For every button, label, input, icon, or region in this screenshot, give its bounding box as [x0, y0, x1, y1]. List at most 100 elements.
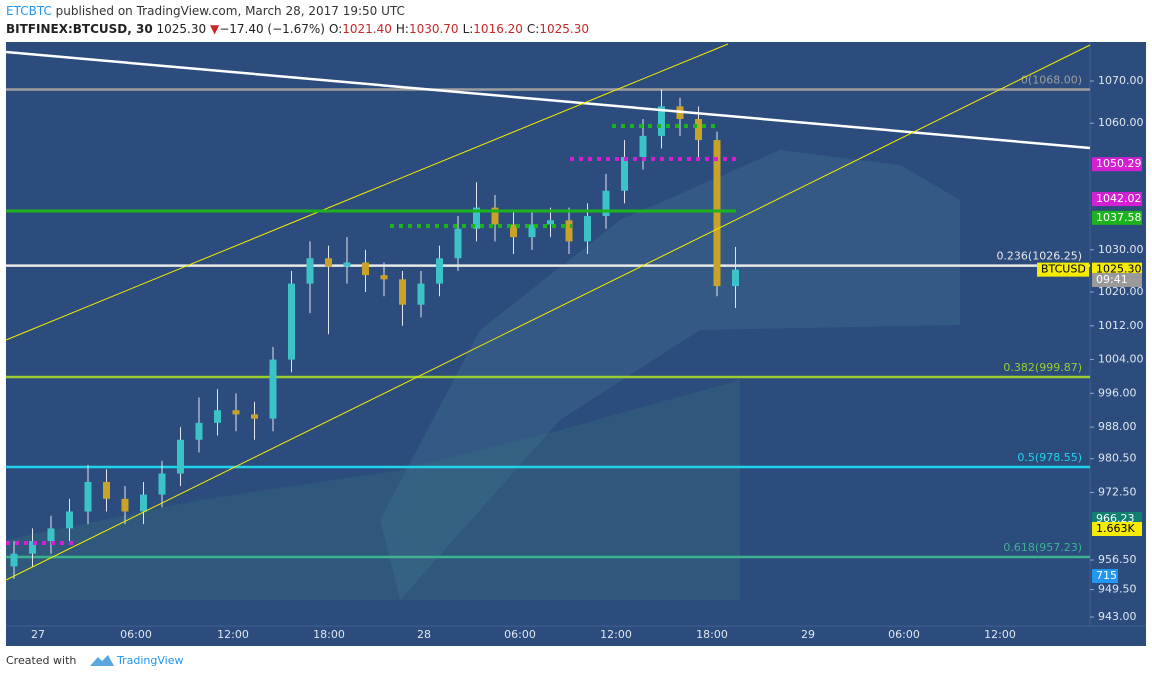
y-tick-label: 943.00 — [1098, 610, 1137, 623]
price-tag-label: 966.23 — [1096, 512, 1135, 525]
x-tick-label: 18:00 — [696, 628, 728, 641]
candle-body — [399, 279, 406, 305]
candle-body — [251, 414, 258, 419]
candle-body — [66, 511, 73, 529]
tag — [1092, 522, 1142, 536]
change: −17.40 (−1.67%) — [219, 22, 325, 36]
tag-label: 09:41 — [1096, 273, 1128, 286]
candle-body — [602, 190, 610, 217]
candle-body — [195, 422, 203, 440]
x-tick-label: 06:00 — [120, 628, 152, 641]
cloud — [380, 150, 960, 600]
ohlc-value: 1025.30 — [539, 22, 589, 36]
trend-line — [5, 50, 1091, 150]
candle-body — [380, 275, 388, 280]
candle-body — [732, 269, 739, 287]
candle-body — [177, 439, 184, 474]
fib-label: 0(1068.00) — [1021, 73, 1082, 86]
x-tick-label: 29 — [801, 628, 815, 641]
y-tick-label: 1070.00 — [1098, 74, 1144, 87]
y-tick-label: 1020.00 — [1098, 285, 1144, 298]
price-tag-label: 1042.02 — [1096, 192, 1142, 205]
ohlc-key: C: — [527, 22, 539, 36]
candle-body — [47, 528, 55, 542]
candle-body — [103, 481, 110, 499]
tag — [1092, 273, 1142, 287]
y-tick-label: 972.50 — [1098, 485, 1137, 498]
candle-body — [140, 494, 147, 512]
candle-body — [713, 140, 721, 287]
candle-body — [454, 228, 462, 259]
candle-body — [565, 220, 573, 242]
footer-brand[interactable]: TradingView — [116, 654, 183, 667]
tag-label: 715 — [1096, 569, 1117, 582]
arrow: ▼ — [210, 22, 220, 36]
ohlc-key: O: — [329, 22, 342, 36]
ohlc-key: H: — [396, 22, 409, 36]
candle-body — [695, 118, 702, 141]
x-tick-label: 06:00 — [504, 628, 536, 641]
candle-body — [232, 410, 240, 415]
candle-body — [436, 258, 443, 284]
y-tick-label: 1004.00 — [1098, 353, 1144, 366]
candle-body — [306, 258, 314, 284]
ohlc-value: 1016.20 — [473, 22, 523, 36]
candle-body — [269, 359, 277, 419]
candle-body — [639, 135, 647, 157]
x-tick-label: 12:00 — [984, 628, 1016, 641]
candle-body — [121, 498, 129, 512]
plot-area — [6, 42, 1146, 646]
candle-body — [325, 258, 332, 267]
ohlc-value: 1021.40 — [342, 22, 392, 36]
channel-line — [5, 43, 729, 341]
candle-body — [621, 156, 628, 191]
plot: 1070.00 1060.00 1030.00 1020.00 1012.00 1004.… — [6, 73, 1144, 641]
ohlc: O:1021.40 H:1030.70 L:1016.20 C:1025.30 — [329, 22, 589, 36]
candle-body — [528, 224, 536, 238]
channel-line — [5, 44, 1091, 581]
price-tag-label: 1050.29 — [1096, 157, 1142, 170]
candle-body — [288, 283, 295, 360]
symbol-tag-label: BTCUSD — [1041, 263, 1086, 276]
y-tick-label: 996.00 — [1098, 386, 1137, 399]
candle-body — [158, 473, 166, 495]
header-line: ETCBTC published on TradingView.com, Mar… — [6, 4, 405, 18]
fib-label: 0.618(957.23) — [1003, 541, 1082, 554]
candle-body — [214, 410, 221, 423]
x-tick-label: 27 — [31, 628, 45, 641]
last: 1025.30 — [157, 22, 207, 36]
price-tag — [1092, 157, 1142, 172]
footer-text: Created with — [6, 654, 76, 667]
symbol: BITFINEX:BTCUSD, 30 — [6, 22, 153, 36]
symbol-line: BITFINEX:BTCUSD, 30 1025.30 ▼−17.40 (−1.… — [6, 22, 589, 36]
candle-body — [362, 262, 369, 276]
published: published on TradingView.com, March 28, … — [56, 4, 405, 18]
tag-label: 1.663K — [1096, 522, 1135, 535]
fib-label: 0.382(999.87) — [1003, 361, 1082, 374]
fib-label: 0.5(978.55) — [1017, 451, 1082, 464]
y-tick-label: 980.50 — [1098, 452, 1137, 465]
price-tag — [1092, 210, 1142, 225]
price-tag-label: 1037.58 — [1096, 211, 1142, 224]
candle-body — [84, 481, 92, 512]
candle-body — [10, 553, 18, 567]
ohlc-key: L: — [463, 22, 474, 36]
ohlc-value: 1030.70 — [409, 22, 459, 36]
y-tick-label: 949.50 — [1098, 583, 1137, 596]
author[interactable]: ETCBTC — [6, 4, 52, 18]
y-tick-label: 988.00 — [1098, 420, 1137, 433]
symbol-tag — [1037, 262, 1089, 277]
candle-body — [584, 216, 591, 242]
y-tick-label: 1012.00 — [1098, 319, 1144, 332]
candle-body — [491, 207, 499, 225]
tag — [1092, 569, 1118, 583]
candle-body — [547, 220, 554, 225]
x-tick-label: 06:00 — [888, 628, 920, 641]
fib-label: 0.236(1026.25) — [996, 250, 1082, 263]
y-tick-label: 1060.00 — [1098, 116, 1144, 129]
x-tick-label: 28 — [417, 628, 431, 641]
candle-body — [29, 541, 36, 554]
candle-body — [658, 106, 665, 136]
cloud — [6, 380, 740, 600]
price-tag — [1092, 192, 1142, 207]
